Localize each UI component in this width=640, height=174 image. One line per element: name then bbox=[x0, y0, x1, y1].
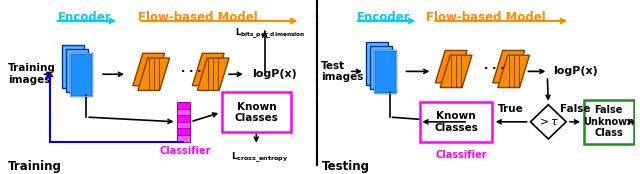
Bar bbox=[454, 109, 467, 115]
Bar bbox=[177, 109, 190, 115]
Bar bbox=[454, 122, 467, 128]
Text: · · ·: · · · bbox=[181, 67, 202, 77]
Polygon shape bbox=[493, 50, 525, 83]
Text: False
Unknown
Class: False Unknown Class bbox=[583, 105, 634, 139]
FancyBboxPatch shape bbox=[420, 102, 492, 142]
Polygon shape bbox=[197, 58, 229, 90]
Text: Testing: Testing bbox=[323, 160, 371, 173]
Bar bbox=[454, 102, 467, 109]
Text: $\mathbf{L_{cross\_entropy}}$: $\mathbf{L_{cross\_entropy}}$ bbox=[230, 150, 288, 165]
Polygon shape bbox=[498, 55, 529, 88]
Bar bbox=[454, 115, 467, 122]
Text: $>\tau$: $>\tau$ bbox=[537, 116, 559, 127]
Text: Known
Classes: Known Classes bbox=[434, 111, 478, 133]
Text: logP(x): logP(x) bbox=[252, 69, 296, 79]
Bar bbox=[177, 115, 190, 122]
Text: True: True bbox=[498, 104, 524, 114]
FancyBboxPatch shape bbox=[584, 100, 634, 144]
Bar bbox=[635, 116, 640, 128]
Bar bbox=[177, 102, 190, 109]
Polygon shape bbox=[531, 105, 566, 139]
Bar bbox=[366, 42, 388, 85]
Text: Training: Training bbox=[8, 160, 62, 173]
Text: Known
Classes: Known Classes bbox=[234, 101, 278, 123]
Polygon shape bbox=[435, 50, 467, 83]
Bar bbox=[70, 53, 92, 96]
Bar bbox=[177, 128, 190, 135]
Bar bbox=[67, 49, 88, 92]
Bar bbox=[63, 45, 84, 88]
Text: False: False bbox=[561, 104, 591, 114]
Text: Flow-based Model: Flow-based Model bbox=[138, 11, 258, 24]
Bar bbox=[374, 50, 396, 93]
Text: Flow-based Model: Flow-based Model bbox=[426, 11, 546, 24]
Text: Encoder: Encoder bbox=[58, 11, 111, 24]
Text: logP(x): logP(x) bbox=[554, 66, 598, 76]
Text: $\mathbf{L_{bits\_per\_dimension}}$: $\mathbf{L_{bits\_per\_dimension}}$ bbox=[235, 27, 305, 41]
Bar bbox=[454, 135, 467, 142]
Text: Classifier: Classifier bbox=[435, 150, 487, 160]
Text: Encoder: Encoder bbox=[357, 11, 410, 24]
Polygon shape bbox=[133, 53, 164, 86]
Bar bbox=[374, 50, 396, 93]
Text: Test
images: Test images bbox=[321, 61, 364, 82]
Bar bbox=[177, 122, 190, 128]
Text: Training
images: Training images bbox=[8, 64, 56, 85]
Bar bbox=[454, 128, 467, 135]
Bar bbox=[370, 46, 392, 89]
Bar bbox=[70, 53, 92, 96]
Polygon shape bbox=[138, 58, 170, 90]
FancyBboxPatch shape bbox=[222, 92, 291, 132]
Polygon shape bbox=[440, 55, 472, 88]
Text: · · ·: · · · bbox=[484, 65, 504, 74]
Text: Classifier: Classifier bbox=[159, 146, 211, 156]
Polygon shape bbox=[193, 53, 224, 86]
Bar bbox=[177, 135, 190, 142]
